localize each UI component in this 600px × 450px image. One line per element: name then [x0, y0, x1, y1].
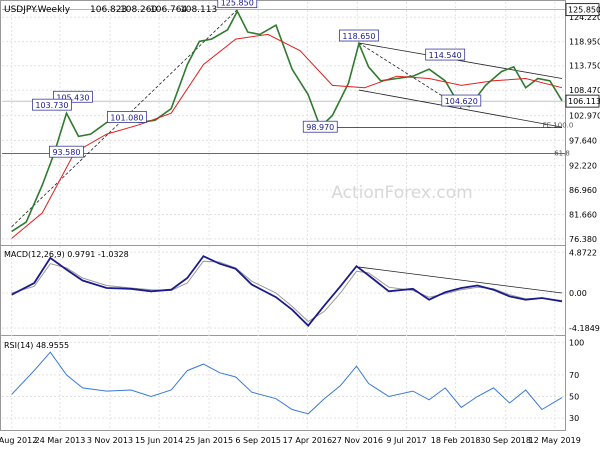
macd-layer	[11, 255, 563, 327]
x-tick-label: 6 Sep 2015	[235, 436, 281, 445]
price-annotation-label: 61.8	[554, 149, 570, 157]
price-annotation-label: 101.080	[110, 113, 143, 122]
rsi-panel-frame	[0, 335, 566, 431]
price-y-tick-label: 86.960	[569, 186, 597, 195]
moving-average-line	[11, 33, 563, 239]
price-annotation-label: 114.540	[429, 51, 462, 60]
macd-trendline	[358, 266, 563, 294]
price-annotation-box	[441, 94, 482, 107]
macd-y-tick-label: 4.8722	[569, 248, 597, 257]
macd-y-tick-label: -4.1849	[569, 324, 600, 333]
x-tick-label: 17 Apr 2016	[283, 436, 332, 445]
rsi-y-tick-label: 50	[569, 393, 579, 402]
price-y-tick-label: 81.660	[569, 210, 597, 219]
ohlc-close: 108.113	[180, 5, 217, 15]
top-price-label: 125.850	[568, 6, 600, 15]
x-tick-label: 25 Jan 2015	[185, 436, 233, 445]
price-y-tick-label: 76.380	[569, 235, 597, 244]
symbol-label: USDJPY.Weekly	[4, 5, 71, 15]
price-y-tick-label: 97.640	[569, 136, 597, 145]
x-tick-label: 9 Jul 2017	[386, 436, 426, 445]
grid-layer	[2, 2, 565, 430]
ohlc-open: 106.823	[90, 5, 127, 15]
macd-signal-line	[11, 260, 563, 323]
x-tick-label: 15 Jun 2014	[135, 436, 183, 445]
price-y-tick-label: 102.970	[569, 112, 600, 121]
price-annotation-label: 125.850	[221, 0, 254, 8]
rsi-y-tick-label: 30	[569, 414, 579, 423]
price-y-tick-label: 124.220	[569, 13, 600, 22]
ohlc-low: 106.764	[150, 5, 187, 15]
price-annotation-label: 98.970	[306, 123, 334, 132]
price-annotation-box	[217, 0, 258, 9]
price-annotation-box	[339, 29, 379, 42]
x-tick-label: 27 Nov 2016	[332, 436, 383, 445]
x-tick-label: 3 Nov 2013	[87, 436, 133, 445]
top-price-box	[565, 3, 600, 17]
price-annotation-label: 105.430	[56, 93, 89, 102]
price-panel-frame	[0, 0, 566, 246]
macd-y-tick-label: 0.00	[569, 289, 587, 298]
price-annotation-box	[49, 145, 84, 158]
macd-panel-frame	[0, 245, 566, 336]
price-y-tick-label: 113.750	[569, 62, 600, 71]
ohlc-high: 108.260	[120, 5, 157, 15]
current-price-label: 106.113	[568, 97, 600, 106]
x-tick-label: 12 May 2019	[529, 436, 581, 445]
price-y-tick-label: 118.950	[569, 38, 600, 47]
x-tick-label: 12 Aug 2012	[0, 436, 37, 445]
x-tick-label: 30 Sep 2018	[480, 436, 531, 445]
price-y-tick-label: 108.470	[569, 86, 600, 95]
price-annotation-box	[106, 111, 147, 123]
macd-line	[11, 255, 563, 327]
price-annotation-box	[425, 48, 466, 61]
price-y-tick-label: 92.220	[569, 162, 597, 171]
rsi-layer	[11, 351, 563, 415]
watermark: ActionForex.com	[331, 183, 472, 203]
price-annotation-label: 104.620	[445, 97, 478, 106]
trendline	[358, 89, 563, 128]
price-annotation-box	[302, 120, 338, 133]
price-annotation-label: 103.730	[35, 101, 68, 110]
macd-label: MACD(12,26,9) 0.9791 -1.0328	[4, 250, 129, 259]
x-tick-label: 18 Feb 2018	[431, 436, 481, 445]
price-annotation-box	[53, 90, 93, 103]
rsi-label: RSI(14) 48.9555	[4, 341, 69, 350]
price-annotation-label: FE 100.0	[543, 122, 574, 130]
price-annotation-label: 118.650	[342, 32, 375, 41]
x-tick-label: 24 Mar 2013	[35, 436, 86, 445]
rsi-y-tick-label: 70	[569, 371, 579, 380]
current-price-box	[565, 94, 600, 108]
price-annotation-label: 93.580	[52, 148, 80, 157]
rsi-y-tick-label: 100	[569, 338, 584, 347]
rsi-line	[11, 351, 563, 415]
trendline	[358, 42, 563, 79]
price-annotation-box	[32, 98, 72, 111]
